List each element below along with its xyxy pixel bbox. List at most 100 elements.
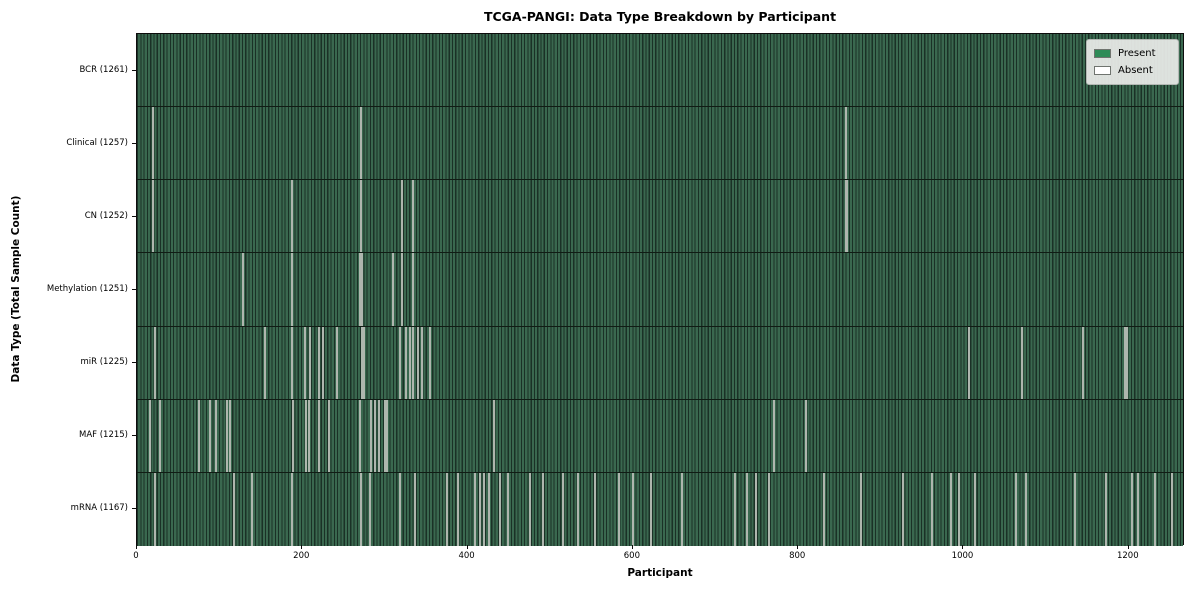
absent-mark (317, 326, 320, 399)
absent-mark (363, 326, 366, 399)
absent-mark (1025, 472, 1028, 546)
absent-mark (445, 472, 448, 546)
absent-mark (754, 472, 757, 546)
x-tick-label-400: 400 (458, 551, 475, 561)
absent-mark (321, 326, 324, 399)
x-tick-mark (1127, 545, 1129, 549)
absent-mark (232, 472, 235, 546)
absent-mark (291, 472, 294, 546)
absent-mark (594, 472, 596, 546)
absent-mark (359, 180, 362, 253)
absent-mark (681, 472, 684, 546)
absent-mark (409, 326, 412, 399)
legend-entry-absent: Absent (1094, 62, 1171, 79)
row-band-maf (137, 399, 1183, 473)
absent-mark (974, 472, 977, 546)
absent-mark (327, 399, 330, 472)
y-tick-mark (132, 69, 136, 71)
absent-mark (151, 180, 154, 253)
absent-mark (478, 472, 481, 546)
absent-mark (358, 399, 361, 472)
absent-mark (335, 326, 338, 399)
x-tick-mark (466, 545, 468, 549)
absent-mark (405, 326, 408, 399)
absent-mark (1126, 326, 1129, 399)
absent-mark (305, 399, 308, 472)
y-tick-mark (132, 362, 136, 364)
absent-mark (617, 472, 620, 546)
absent-mark (208, 399, 211, 472)
absent-mark (307, 399, 310, 472)
absent-mark (149, 399, 152, 472)
absent-mark (400, 253, 403, 326)
absent-mark (226, 399, 229, 472)
x-tick-label-0: 0 (133, 551, 139, 561)
absent-mark (420, 326, 423, 399)
absent-mark (773, 399, 775, 472)
row-band-clinical (137, 107, 1183, 181)
x-tick-mark (136, 545, 137, 549)
legend-label: Present (1118, 47, 1156, 59)
absent-mark (292, 399, 295, 472)
absent-mark (400, 180, 403, 253)
absent-mark (250, 472, 253, 546)
x-tick-mark (962, 545, 964, 549)
absent-mark (507, 472, 510, 546)
absent-mark (398, 326, 401, 399)
absent-mark (359, 472, 362, 546)
y-tick-label-cn: CN (1252) (84, 210, 128, 221)
absent-mark (291, 253, 294, 326)
absent-mark (1104, 472, 1107, 546)
legend: Present Absent (1086, 39, 1179, 85)
legend-entry-present: Present (1094, 45, 1171, 62)
row-band-bcr (137, 34, 1183, 108)
y-tick-label-mrna: mRNA (1167) (70, 503, 128, 514)
absent-mark (391, 253, 394, 326)
y-tick-label-methylation: Methylation (1251) (46, 284, 128, 294)
absent-mark (291, 180, 294, 253)
absent-mark (576, 472, 579, 546)
absent-mark (154, 472, 157, 546)
absent-mark (358, 253, 361, 326)
absent-mark (198, 399, 201, 472)
absent-mark (361, 253, 364, 326)
y-tick-label-maf: MAF (1215) (78, 430, 128, 441)
absent-mark (1081, 326, 1084, 399)
absent-mark (429, 326, 432, 399)
x-tick-label-200: 200 (293, 551, 310, 561)
chart-title: TCGA-PANGI: Data Type Breakdown by Parti… (483, 9, 837, 24)
absent-mark (1171, 472, 1174, 546)
absent-mark (154, 326, 157, 399)
absent-mark (373, 399, 376, 472)
absent-mark (492, 399, 495, 472)
y-tick-label-mir: miR (1225) (80, 357, 128, 368)
legend-label: Absent (1118, 64, 1153, 76)
absent-mark (414, 472, 417, 546)
x-axis-label: Participant (627, 567, 693, 579)
absent-mark (949, 472, 952, 546)
absent-mark (1074, 472, 1077, 546)
x-tick-mark (631, 545, 633, 549)
row-band-methylation (137, 253, 1183, 327)
absent-mark (901, 472, 904, 546)
legend-swatch-absent (1094, 66, 1111, 75)
absent-mark (411, 253, 414, 326)
absent-mark (650, 472, 653, 546)
absent-mark (241, 253, 244, 326)
absent-mark (631, 472, 634, 546)
absent-mark (823, 472, 826, 546)
y-tick-label-bcr: BCR (1261) (79, 64, 129, 75)
plot-area (136, 33, 1184, 546)
absent-mark (411, 326, 414, 399)
absent-mark (359, 107, 362, 180)
absent-mark (930, 472, 933, 546)
row-band-mir (137, 326, 1183, 400)
row-band-mrna (137, 472, 1183, 546)
y-tick-mark (132, 289, 136, 290)
absent-mark (1136, 472, 1139, 546)
y-tick-label-clinical: Clinical (1257) (66, 137, 128, 148)
absent-mark (846, 180, 849, 253)
absent-mark (1021, 326, 1024, 399)
y-tick-mark (132, 215, 136, 217)
